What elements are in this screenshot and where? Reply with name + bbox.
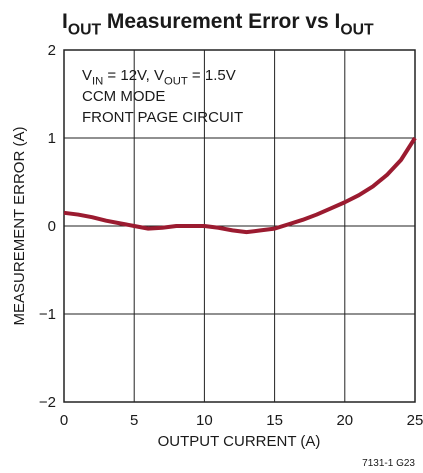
y-tick-label: 1 [48,130,56,147]
x-tick-label: 10 [196,412,213,429]
plot-frame [63,49,416,403]
footnote: 7131-1 G23 [362,458,415,469]
x-axis-label: OUTPUT CURRENT (A) [158,433,321,450]
text-part: CCM MODE [82,88,165,105]
text-part: OUT [164,76,188,88]
x-tick-label: 20 [336,412,353,429]
text-part: FRONT PAGE CIRCUIT [82,109,243,126]
text-part: OUT [340,21,374,38]
text-part: IN [92,76,103,88]
x-tick-label: 5 [130,412,138,429]
y-tick-label: −1 [39,306,56,323]
x-tick-label: 15 [266,412,283,429]
text-part: I [62,10,68,33]
chart-title: IOUT Measurement Error vs IOUT [62,10,374,38]
x-tick-label: 25 [407,412,423,429]
y-tick-label: 0 [48,218,56,235]
x-tick-label: 0 [60,412,68,429]
annotation: FRONT PAGE CIRCUIT [82,109,243,126]
y-axis-label: MEASUREMENT ERROR (A) [11,127,28,326]
text-part: = 12V, V [103,67,164,84]
text-part: Measurement Error vs [101,10,334,33]
y-tick-label: −2 [39,394,56,411]
annotation: CCM MODE [82,88,165,105]
y-tick-label: 2 [48,42,56,59]
annotation: VIN = 12V, VOUT = 1.5V [82,67,236,88]
text-part: I [335,10,341,33]
text-part: OUT [68,21,102,38]
text-part: V [82,67,92,84]
data-line [63,136,417,235]
text-part: = 1.5V [188,67,236,84]
